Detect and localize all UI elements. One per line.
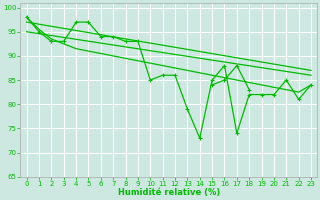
X-axis label: Humidité relative (%): Humidité relative (%) <box>118 188 220 197</box>
